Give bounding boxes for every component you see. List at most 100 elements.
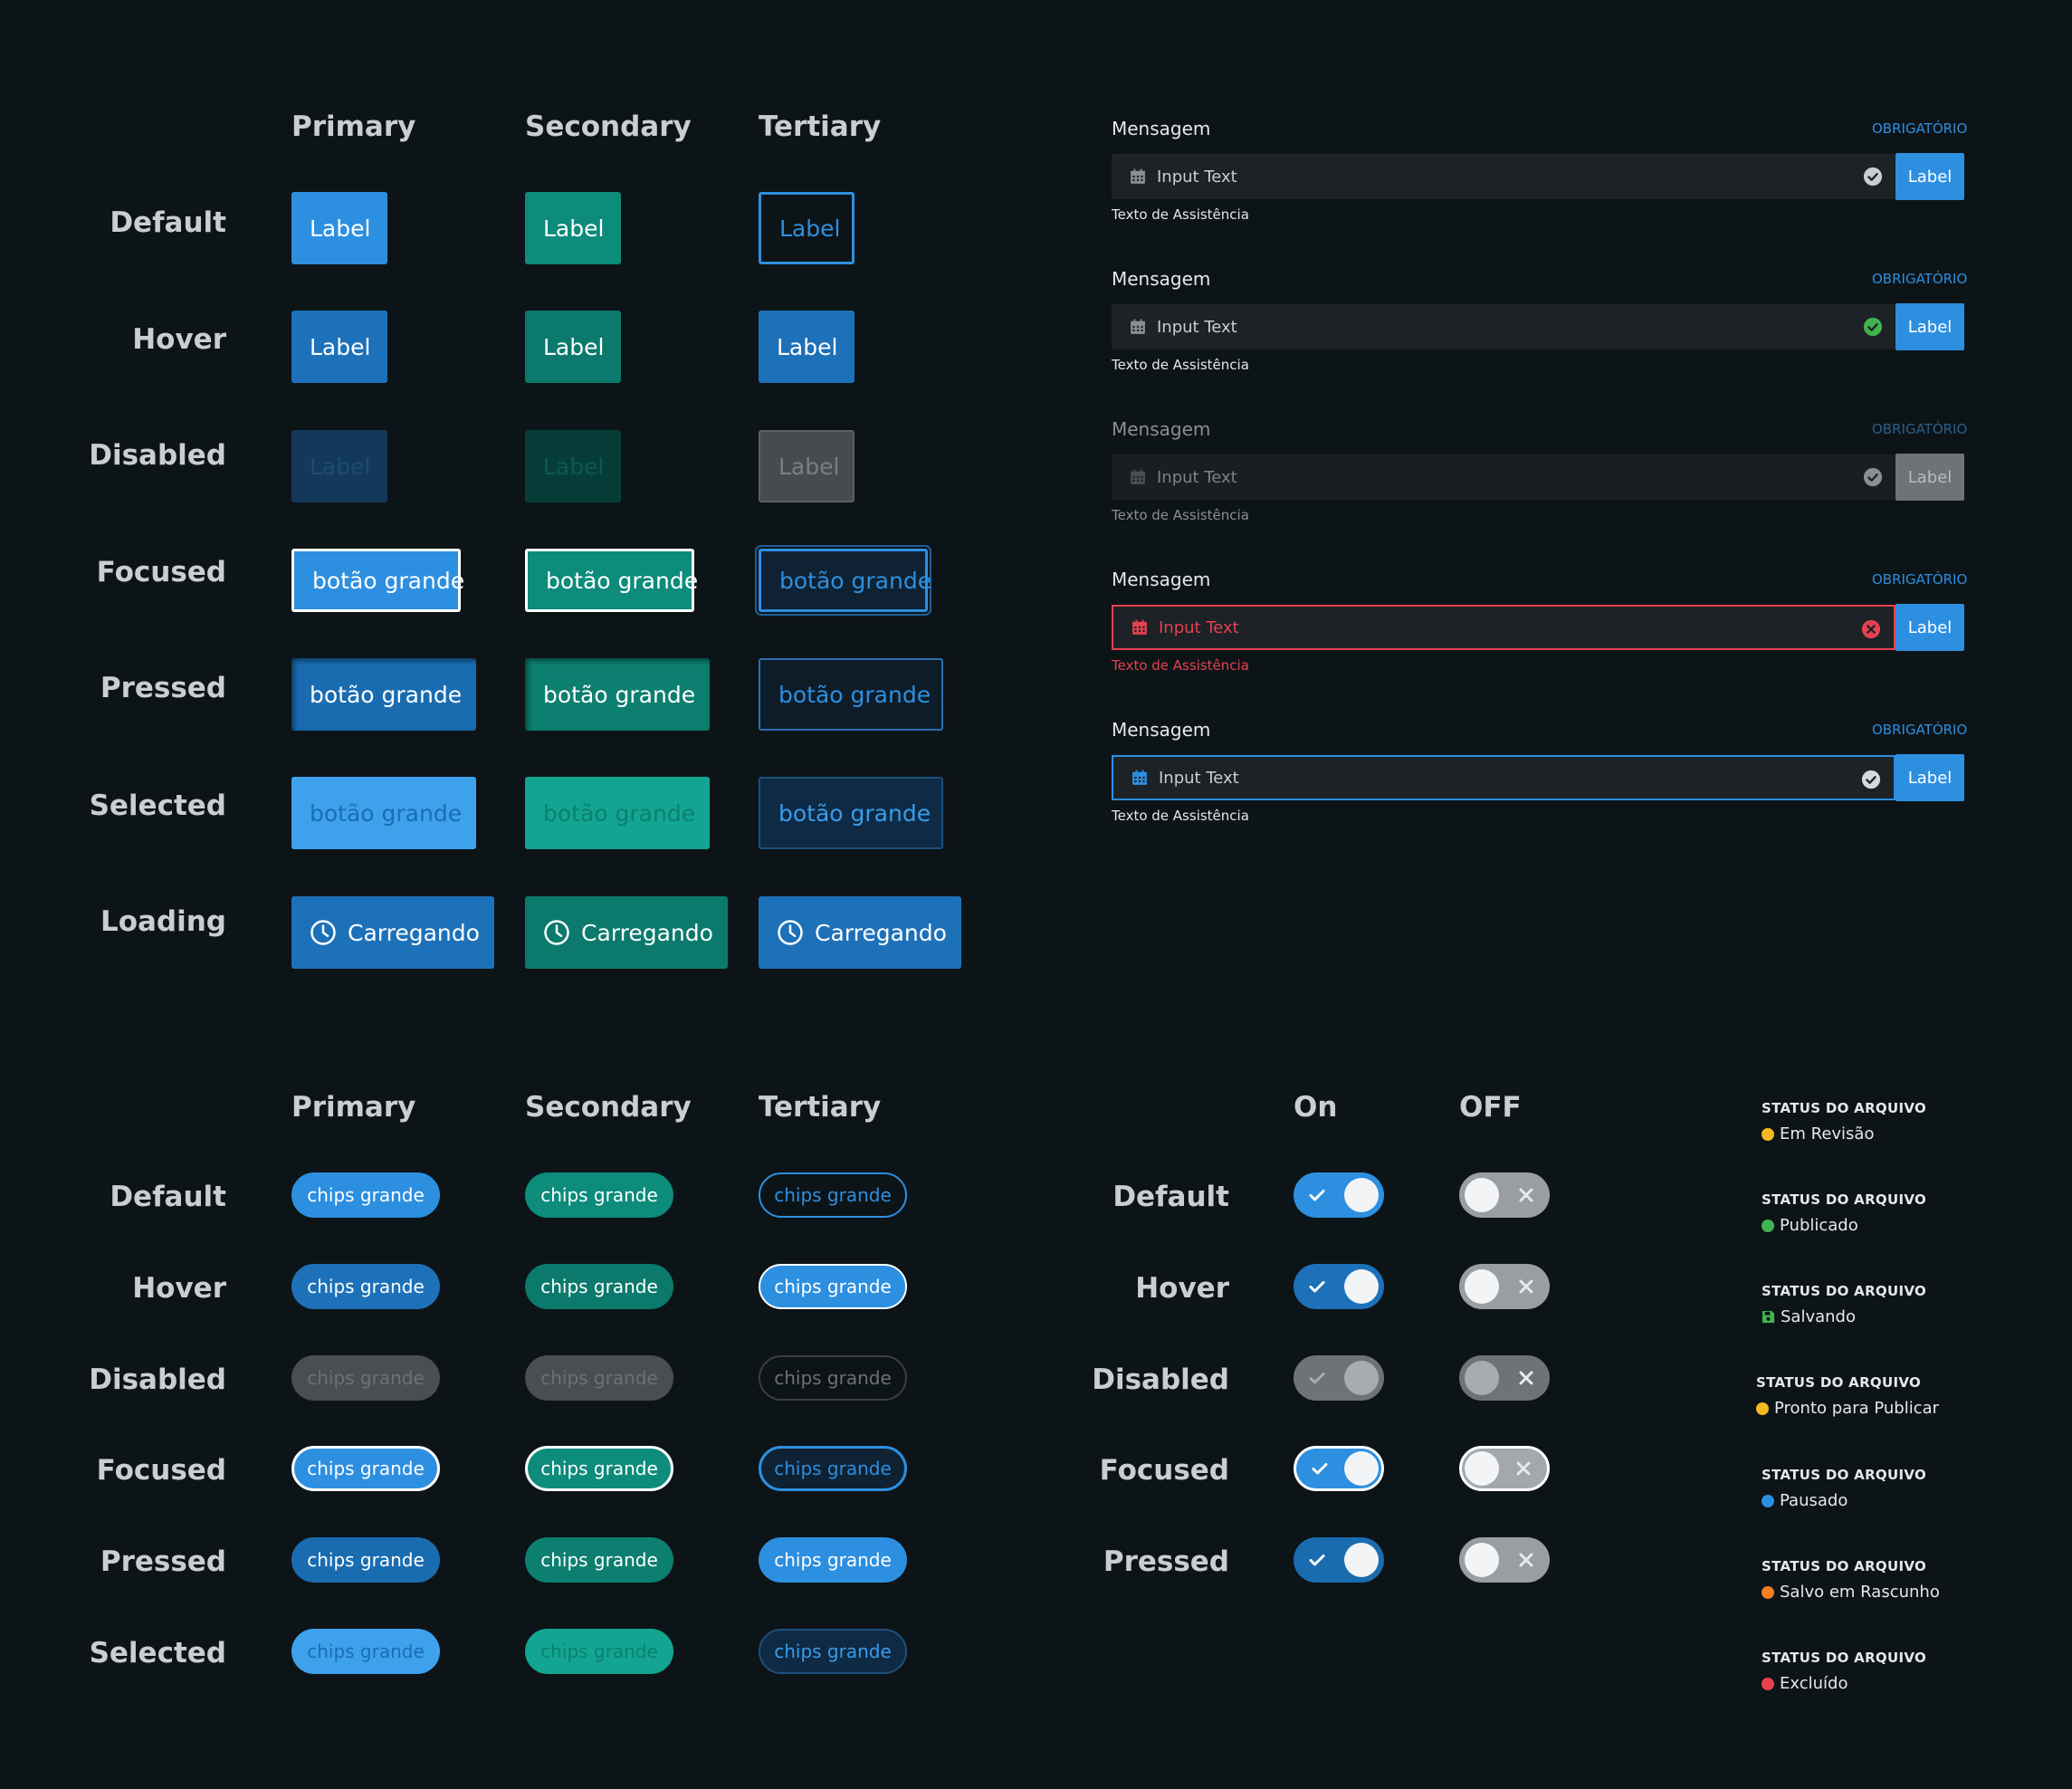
file-status-title: STATUS DO ARQUIVO (1762, 1100, 1927, 1116)
tertiary-button-disabled: Label (759, 430, 855, 502)
required-tag: OBRIGATÓRIO (1872, 421, 1968, 437)
button-row-label-selected: Selected (89, 789, 226, 822)
tertiary-chip-default[interactable]: chips grande (759, 1172, 907, 1218)
primary-chip-pressed[interactable]: chips grande (291, 1537, 440, 1583)
toggle-off-focused[interactable] (1459, 1446, 1550, 1491)
button-label: Label (543, 333, 605, 360)
clock-icon (544, 920, 569, 945)
button-label: Label (310, 215, 371, 242)
x-circle-icon (1861, 619, 1881, 639)
tertiary-button-hover[interactable]: Label (759, 311, 855, 383)
save-icon (1762, 1310, 1775, 1324)
tertiary-chip-pressed[interactable]: chips grande (759, 1537, 907, 1583)
field-action-button[interactable]: Label (1895, 754, 1964, 801)
secondary-button-focused[interactable]: botão grande (525, 549, 698, 612)
check-circle-icon (1861, 770, 1881, 789)
field-label: Mensagem (1112, 268, 1211, 290)
primary-chip-default[interactable]: chips grande (291, 1172, 440, 1218)
chip-label: chips grande (540, 1276, 658, 1297)
secondary-chip-hover[interactable]: chips grande (525, 1264, 673, 1309)
text-input[interactable]: Input Text (1112, 605, 1895, 650)
secondary-chip-focused[interactable]: chips grande (525, 1446, 673, 1491)
chip-label: chips grande (307, 1458, 425, 1479)
file-status-value: Salvo em Rascunho (1762, 1583, 1940, 1602)
primary-button-loading[interactable]: Carregando (291, 896, 494, 969)
field-label: Mensagem (1112, 569, 1211, 590)
input-placeholder: Input Text (1157, 167, 1237, 187)
primary-button-selected[interactable]: botão grande (291, 777, 476, 849)
text-input[interactable]: Input Text (1112, 304, 1895, 349)
secondary-button-pressed[interactable]: botão grande (525, 658, 710, 731)
button-label: Label (779, 215, 841, 242)
toggle-off-hover[interactable] (1459, 1264, 1550, 1309)
tertiary-chip-selected[interactable]: chips grande (759, 1629, 907, 1674)
toggle-on-pressed[interactable] (1294, 1537, 1384, 1583)
toggle-knob (1465, 1269, 1499, 1304)
tertiary-chip-focused[interactable]: chips grande (759, 1446, 907, 1491)
status-dot-icon (1762, 1494, 1774, 1507)
button-row-label-hover: Hover (132, 323, 226, 356)
tertiary-button-focused[interactable]: botão grande (759, 549, 931, 612)
status-dot-icon (1762, 1585, 1774, 1599)
toggle-off-default[interactable] (1459, 1172, 1550, 1218)
primary-button-default[interactable]: Label (291, 192, 387, 264)
toggle-row-label-default: Default (1112, 1181, 1229, 1213)
button-label: botão grande (310, 681, 463, 708)
file-status-label: Pronto para Publicar (1774, 1399, 1940, 1418)
tertiary-button-selected[interactable]: botão grande (759, 777, 943, 849)
toggle-knob (1465, 1361, 1499, 1395)
primary-chip-hover[interactable]: chips grande (291, 1264, 440, 1309)
tertiary-chip-hover[interactable]: chips grande (759, 1264, 907, 1309)
button-column-header-secondary: Secondary (525, 110, 692, 143)
helper-text: Texto de Assistência (1112, 357, 1249, 373)
field-action-button[interactable]: Label (1895, 153, 1964, 200)
primary-button-pressed[interactable]: botão grande (291, 658, 476, 731)
toggle-knob (1344, 1269, 1379, 1304)
field-label: Mensagem (1112, 418, 1211, 440)
chip-label: chips grande (307, 1367, 425, 1389)
secondary-button-selected[interactable]: botão grande (525, 777, 710, 849)
x-icon (1519, 1553, 1533, 1567)
toggle-on-focused[interactable] (1294, 1446, 1384, 1491)
secondary-chip-selected[interactable]: chips grande (525, 1629, 673, 1674)
button-label: Label (777, 333, 838, 360)
secondary-button-loading[interactable]: Carregando (525, 896, 728, 969)
primary-chip-selected[interactable]: chips grande (291, 1629, 440, 1674)
secondary-chip-default[interactable]: chips grande (525, 1172, 673, 1218)
file-status-title: STATUS DO ARQUIVO (1762, 1650, 1927, 1666)
x-icon (1516, 1461, 1531, 1476)
input-placeholder: Input Text (1159, 617, 1239, 637)
text-input[interactable]: Input Text (1112, 154, 1895, 199)
clock-icon (778, 920, 803, 945)
secondary-button-default[interactable]: Label (525, 192, 621, 264)
secondary-button-hover[interactable]: Label (525, 311, 621, 383)
toggle-column-header-off: OFF (1459, 1091, 1522, 1124)
calendar-icon (1131, 469, 1145, 484)
calendar-icon (1131, 319, 1145, 334)
tertiary-button-loading[interactable]: Carregando (759, 896, 961, 969)
button-label: botão grande (310, 799, 463, 827)
primary-button-focused[interactable]: botão grande (291, 549, 464, 612)
toggle-knob (1344, 1178, 1379, 1212)
status-dot-icon (1762, 1127, 1774, 1141)
tertiary-button-pressed[interactable]: botão grande (759, 658, 943, 731)
field-action-button[interactable]: Label (1895, 604, 1964, 651)
toggle-on-hover[interactable] (1294, 1264, 1384, 1309)
required-tag: OBRIGATÓRIO (1872, 571, 1968, 588)
tertiary-chip-disabled: chips grande (759, 1355, 907, 1401)
file-status-value: Pronto para Publicar (1756, 1399, 1939, 1418)
primary-chip-focused[interactable]: chips grande (291, 1446, 440, 1491)
file-status-value: Excluído (1762, 1674, 1848, 1693)
field-action-button[interactable]: Label (1895, 303, 1964, 350)
toggle-off-pressed[interactable] (1459, 1537, 1550, 1583)
chip-label: chips grande (307, 1184, 425, 1206)
text-input[interactable]: Input Text (1112, 755, 1895, 800)
status-dot-icon (1756, 1402, 1769, 1415)
tertiary-button-default[interactable]: Label (759, 192, 855, 264)
primary-button-hover[interactable]: Label (291, 311, 387, 383)
file-status-title: STATUS DO ARQUIVO (1762, 1191, 1927, 1208)
secondary-chip-pressed[interactable]: chips grande (525, 1537, 673, 1583)
button-label: botão grande (543, 799, 696, 827)
toggle-on-default[interactable] (1294, 1172, 1384, 1218)
check-circle-icon (1863, 467, 1883, 487)
